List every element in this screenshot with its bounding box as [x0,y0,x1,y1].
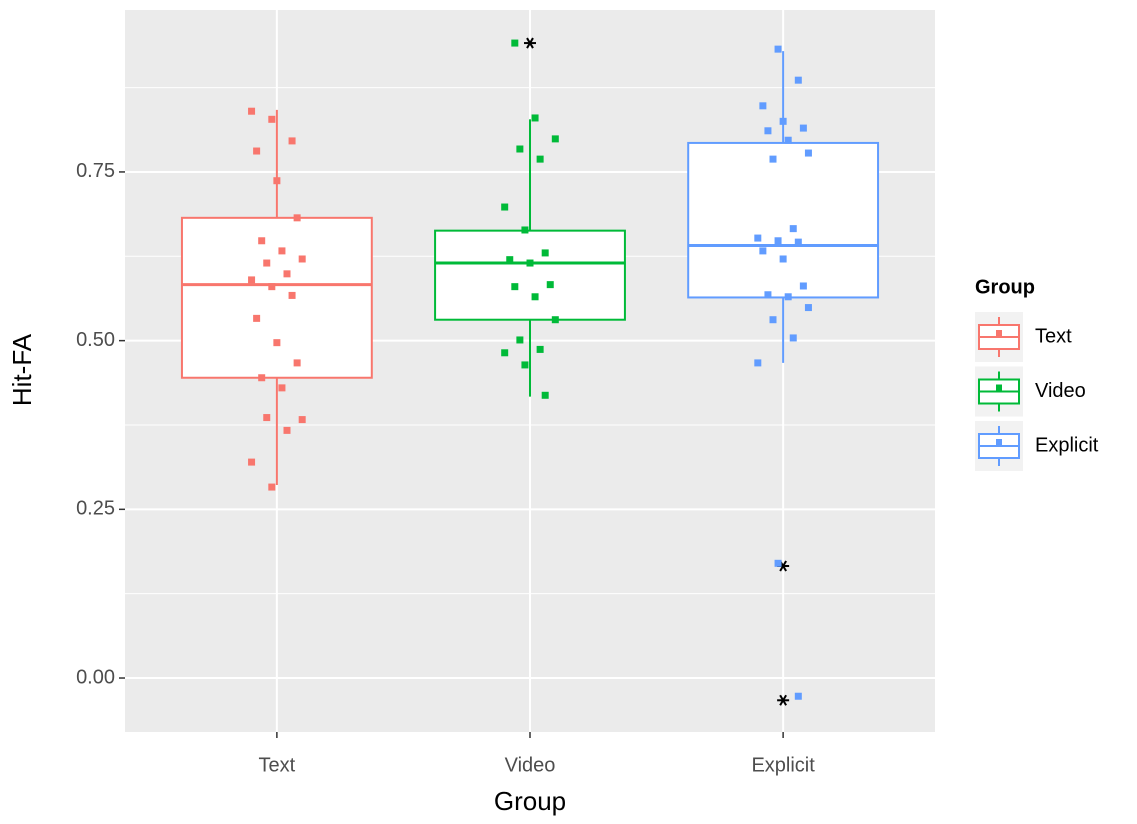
legend-key-point [996,439,1002,445]
point [804,149,812,157]
outlier [777,694,790,706]
point [551,316,559,324]
point [278,247,286,255]
point [536,155,544,163]
point [521,226,529,234]
point [804,304,812,312]
x-axis-title: Group [494,786,566,816]
point [754,234,762,242]
point [268,483,276,491]
point [258,237,266,245]
point [799,282,807,290]
point [794,692,802,700]
point [526,259,534,267]
point [759,247,767,255]
legend-key-point [996,330,1002,336]
point [784,136,792,144]
box [687,141,880,299]
y-tick-label: 0.25 [76,498,115,520]
point [779,117,787,125]
point [288,291,296,299]
point [769,316,777,324]
point [774,559,782,567]
outlier [524,37,536,49]
point [774,45,782,53]
point [293,214,301,222]
point [288,137,296,145]
x-tick-label: Video [505,754,556,776]
point [789,225,797,233]
point [551,135,559,143]
point [248,276,256,284]
point [298,255,306,263]
point [531,293,539,301]
point [794,238,802,246]
point [774,237,782,245]
point [794,76,802,84]
point [248,107,256,115]
point [501,349,509,357]
point [511,39,519,47]
point [273,339,281,347]
point [298,416,306,424]
point [541,391,549,399]
point [283,270,291,278]
legend-label: Explicit [1035,434,1099,456]
y-tick-label: 0.75 [76,160,115,182]
legend-label: Video [1035,380,1086,402]
legend-title: Group [975,276,1035,298]
point [531,114,539,122]
point [764,127,772,135]
outlier-stroke [526,37,534,49]
point [501,203,509,211]
point [789,334,797,342]
point [759,102,767,110]
point [799,124,807,132]
point [283,426,291,434]
point [769,155,777,163]
point [764,291,772,299]
box [434,229,626,321]
point [521,361,529,369]
point [511,283,519,291]
point [546,281,554,289]
point [258,374,266,382]
point [253,147,261,155]
box [180,216,373,379]
point [541,249,549,257]
point [536,345,544,353]
point [506,256,514,264]
point [516,336,524,344]
x-tick-label: Explicit [751,754,815,776]
legend-label: Text [1035,325,1072,347]
y-tick-label: 0.00 [76,666,115,688]
legend-key-point [996,384,1002,391]
point [268,283,276,291]
point [263,414,271,422]
point [754,359,762,367]
point [293,359,301,367]
outlier-stroke [779,560,787,572]
x-tick-label: Text [259,754,296,776]
point [248,458,256,466]
y-axis-title: Hit-FA [7,333,37,406]
point [278,384,286,392]
point [268,115,276,123]
point [779,255,787,263]
point [273,177,281,185]
point [516,145,524,153]
outlier-stroke [779,694,787,706]
point [263,259,271,267]
y-tick-label: 0.50 [76,329,115,351]
point [784,293,792,301]
point [253,314,261,322]
